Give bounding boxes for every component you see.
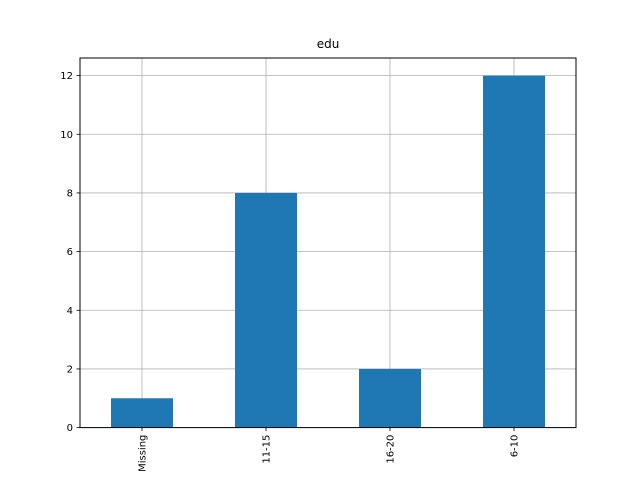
bar-6-10 <box>483 75 545 428</box>
bar-missing <box>111 398 173 428</box>
y-tick-label: 8 <box>67 188 73 199</box>
y-tick-label: 12 <box>60 71 73 82</box>
bars <box>111 75 545 428</box>
x-tick-label: 16-20 <box>386 435 397 464</box>
y-tick-label: 4 <box>67 306 73 317</box>
chart-title: edu <box>317 37 340 51</box>
plot-frame <box>79 57 577 429</box>
y-tick-label: 10 <box>60 130 73 141</box>
bar-11-15 <box>235 192 297 428</box>
x-tick-label: 6-10 <box>510 435 521 458</box>
x-tick-label: Missing <box>138 435 149 472</box>
x-axis-ticks: Missing 11-15 16-20 6-10 <box>138 427 521 472</box>
y-tick-label: 2 <box>67 364 73 375</box>
x-tick-label: 11-15 <box>262 435 273 464</box>
y-axis-ticks: 0 2 4 6 8 10 12 <box>60 71 80 434</box>
y-tick-label: 0 <box>67 423 73 434</box>
y-tick-label: 6 <box>67 247 73 258</box>
bar-16-20 <box>359 368 421 428</box>
